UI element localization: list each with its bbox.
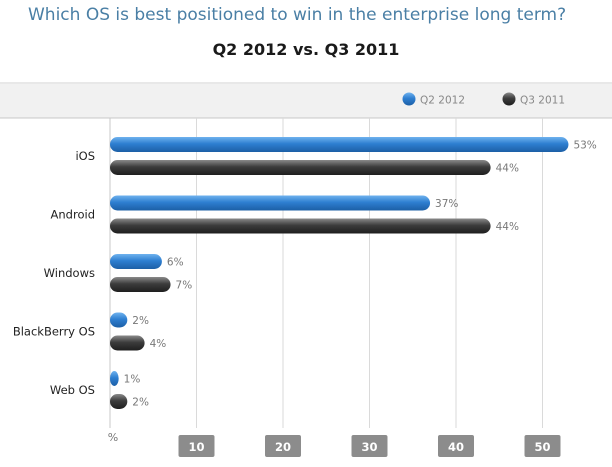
- legend-marker-2: [502, 92, 516, 106]
- x-tick-box-40: [438, 435, 474, 457]
- x-axis-unit-label: %: [108, 431, 118, 444]
- data-label: 37%: [435, 198, 458, 210]
- bar: [110, 371, 119, 386]
- chart-title: Which OS is best positioned to win in th…: [28, 5, 567, 25]
- bar: [110, 394, 128, 409]
- x-tick-label-20: 20: [275, 440, 291, 454]
- bar: [110, 277, 171, 292]
- bar: [110, 218, 491, 234]
- chart-subtitle: Q2 2012 vs. Q3 2011: [212, 40, 400, 59]
- legend-marker-1: [402, 92, 416, 106]
- bar: [110, 254, 162, 269]
- category-label: Android: [51, 208, 95, 222]
- data-label: 6%: [167, 257, 184, 269]
- legend-label-1: Q2 2012: [420, 95, 465, 107]
- data-label: 53%: [573, 140, 596, 152]
- x-tick-label-30: 30: [361, 440, 377, 454]
- bar: [110, 335, 145, 351]
- data-label: 2%: [132, 315, 149, 327]
- category-label: iOS: [75, 149, 95, 163]
- x-tick-box-50: [524, 435, 561, 457]
- bar: [110, 137, 569, 152]
- bar: [110, 312, 128, 328]
- x-tick-label-10: 10: [188, 440, 204, 454]
- x-tick-label-50: 50: [534, 440, 550, 454]
- data-label: 1%: [124, 374, 141, 386]
- data-label: 2%: [132, 397, 149, 409]
- data-label: 44%: [496, 163, 519, 175]
- bar: [110, 160, 491, 175]
- x-tick-box-10: [178, 435, 215, 457]
- category-label: Web OS: [50, 383, 95, 397]
- data-label: 44%: [496, 221, 519, 233]
- x-tick-box-20: [265, 435, 301, 457]
- legend-label-2: Q3 2011: [520, 95, 565, 107]
- x-tick-label-40: 40: [448, 440, 464, 454]
- bar: [110, 195, 431, 211]
- data-label: 7%: [176, 280, 193, 292]
- data-label: 4%: [150, 338, 167, 350]
- x-tick-box-30: [351, 435, 388, 457]
- category-label: Windows: [44, 266, 95, 280]
- category-label: BlackBerry OS: [13, 325, 95, 339]
